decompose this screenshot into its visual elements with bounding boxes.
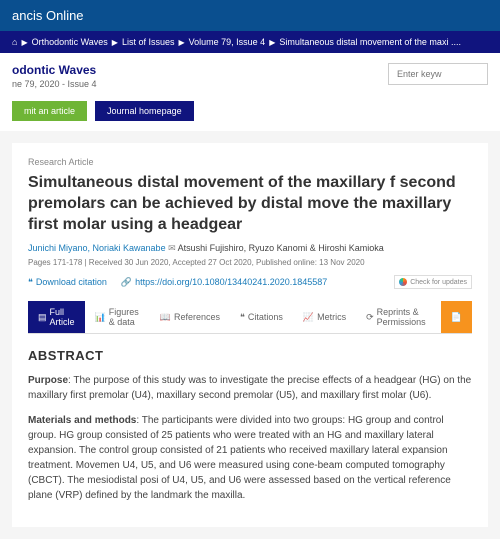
abstract-heading: ABSTRACT <box>28 348 472 363</box>
check-updates-badge[interactable]: Check for updates <box>394 275 472 289</box>
chevron-icon: ▶ <box>178 38 184 47</box>
breadcrumb: ⌂ ▶ Orthodontic Waves ▶ List of Issues ▶… <box>0 31 500 53</box>
tabs: ▤ Full Article 📊 Figures & data 📖 Refere… <box>28 301 472 334</box>
tab-references[interactable]: 📖 References <box>150 301 230 333</box>
content-area: Research Article Simultaneous distal mov… <box>0 131 500 539</box>
chevron-icon: ▶ <box>21 38 27 47</box>
tab-full-article[interactable]: ▤ Full Article <box>28 301 85 333</box>
site-name: ancis Online <box>12 8 84 23</box>
article-title: Simultaneous distal movement of the maxi… <box>28 173 472 235</box>
breadcrumb-item[interactable]: Orthodontic Waves <box>32 37 108 47</box>
crossmark-icon <box>399 278 407 286</box>
links-row: ❝ Download citation 🔗 https://doi.org/10… <box>28 275 472 289</box>
chevron-icon: ▶ <box>269 38 275 47</box>
journal-name[interactable]: odontic Waves <box>12 63 388 77</box>
article-card: Research Article Simultaneous distal mov… <box>12 143 488 527</box>
tab-figures[interactable]: 📊 Figures & data <box>85 301 150 333</box>
quote-icon: ❝ <box>240 312 245 323</box>
author-link[interactable]: Junichi Miyano, Noriaki Kawanabe <box>28 243 166 253</box>
abstract-methods: Materials and methods: The participants … <box>28 413 472 503</box>
quote-icon: ❝ <box>28 277 33 288</box>
article-type: Research Article <box>28 157 472 167</box>
metrics-icon: 📈 <box>303 312 314 323</box>
submit-article-button[interactable]: mit an article <box>12 101 87 121</box>
journal-info: odontic Waves ne 79, 2020 - Issue 4 <box>12 63 388 89</box>
search-input[interactable] <box>388 63 488 85</box>
author-text: Atsushi Fujishiro, Ryuzo Kanomi & Hirosh… <box>178 243 384 253</box>
book-icon: 📖 <box>160 312 171 323</box>
chart-icon: 📊 <box>95 312 106 323</box>
tab-reprints[interactable]: ⟳ Reprints & Permissions <box>356 301 441 333</box>
site-banner: ancis Online <box>0 0 500 31</box>
doi-link[interactable]: 🔗 https://doi.org/10.1080/13440241.2020.… <box>121 277 327 288</box>
tab-citations[interactable]: ❝ Citations <box>230 301 293 333</box>
journal-header: odontic Waves ne 79, 2020 - Issue 4 <box>0 53 500 97</box>
tab-metrics[interactable]: 📈 Metrics <box>293 301 356 333</box>
tab-pdf[interactable]: 📄 <box>441 301 472 333</box>
link-icon: 🔗 <box>121 277 132 288</box>
download-citation-link[interactable]: ❝ Download citation <box>28 277 107 288</box>
chevron-icon: ▶ <box>112 38 118 47</box>
breadcrumb-item: Simultaneous distal movement of the maxi… <box>279 37 461 47</box>
document-icon: ▤ <box>38 312 47 323</box>
breadcrumb-item[interactable]: Volume 79, Issue 4 <box>189 37 266 47</box>
envelope-icon[interactable]: ✉ <box>168 243 178 253</box>
abstract-purpose: Purpose: The purpose of this study was t… <box>28 373 472 403</box>
authors: Junichi Miyano, Noriaki Kawanabe ✉ Atsus… <box>28 243 472 254</box>
reprint-icon: ⟳ <box>366 312 374 323</box>
journal-homepage-button[interactable]: Journal homepage <box>95 101 194 121</box>
pdf-icon: 📄 <box>451 312 462 323</box>
home-icon[interactable]: ⌂ <box>12 37 17 47</box>
action-buttons: mit an article Journal homepage <box>0 97 500 131</box>
article-meta: Pages 171-178 | Received 30 Jun 2020, Ac… <box>28 258 472 267</box>
breadcrumb-item[interactable]: List of Issues <box>122 37 175 47</box>
journal-issue: ne 79, 2020 - Issue 4 <box>12 79 388 89</box>
